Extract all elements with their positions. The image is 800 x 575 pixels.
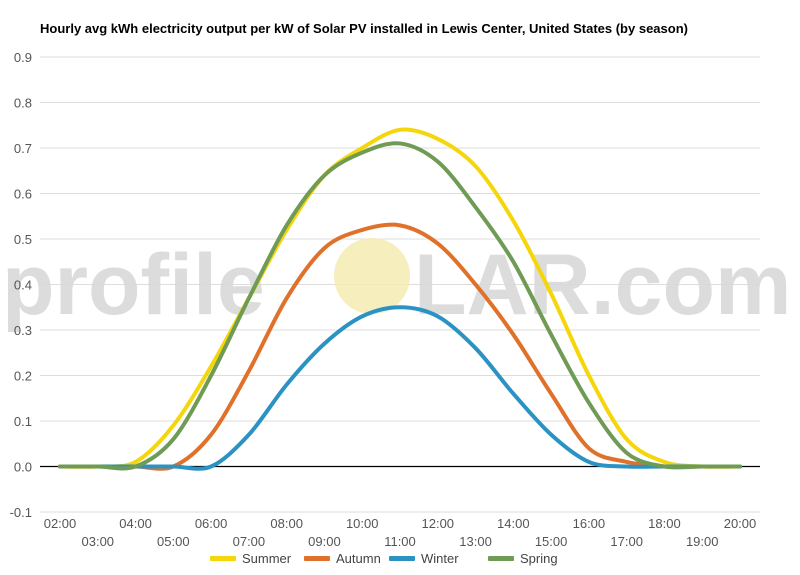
x-tick-label: 18:00 [648, 516, 681, 531]
watermark-text-right: LAR.com [414, 237, 791, 333]
x-tick-label: 11:00 [384, 534, 416, 549]
legend-swatch [488, 556, 514, 561]
y-tick-label: 0.6 [14, 187, 32, 202]
y-axis-ticks: -0.1 0.0 0.1 0.2 0.3 0.4 0.5 0.6 0.7 0.8 0.9 [10, 50, 32, 520]
x-tick-label: 09:00 [308, 534, 341, 549]
legend-label: Spring [520, 551, 558, 566]
y-tick-label: 0.3 [14, 323, 32, 338]
x-tick-label: 07:00 [233, 534, 266, 549]
x-tick-label: 17:00 [610, 534, 643, 549]
legend[interactable]: Summer Autumn Winter Spring [210, 551, 558, 566]
legend-swatch [304, 556, 330, 561]
legend-item-summer[interactable]: Summer [210, 551, 292, 566]
x-tick-label: 08:00 [270, 516, 303, 531]
x-tick-label: 19:00 [686, 534, 719, 549]
y-tick-label: 0.8 [14, 96, 32, 111]
x-tick-label: 15:00 [535, 534, 568, 549]
watermark: profile LAR.com [2, 237, 791, 333]
x-tick-label: 02:00 [44, 516, 77, 531]
x-tick-label: 12:00 [422, 516, 455, 531]
legend-label: Autumn [336, 551, 381, 566]
legend-item-spring[interactable]: Spring [488, 551, 558, 566]
y-tick-label: 0.2 [14, 369, 32, 384]
watermark-text-left: profile [2, 237, 265, 333]
series-lines [58, 127, 742, 471]
x-tick-label: 05:00 [157, 534, 190, 549]
x-tick-label: 13:00 [459, 534, 492, 549]
x-tick-label: 10:00 [346, 516, 379, 531]
y-tick-label: 0.5 [14, 232, 32, 247]
x-tick-label: 20:00 [724, 516, 757, 531]
legend-label: Winter [421, 551, 459, 566]
legend-item-winter[interactable]: Winter [389, 551, 459, 566]
series-line-summer [58, 127, 742, 469]
legend-label: Summer [242, 551, 292, 566]
chart-title: Hourly avg kWh electricity output per kW… [40, 21, 688, 36]
y-tick-label: 0.7 [14, 141, 32, 156]
x-tick-label: 03:00 [82, 534, 115, 549]
y-tick-label: 0.9 [14, 50, 32, 65]
y-tick-label: 0.0 [14, 460, 32, 475]
y-tick-label: -0.1 [10, 505, 32, 520]
x-tick-label: 16:00 [573, 516, 606, 531]
legend-swatch [389, 556, 415, 561]
legend-item-autumn[interactable]: Autumn [304, 551, 381, 566]
x-tick-label: 14:00 [497, 516, 530, 531]
x-axis-ticks: 02:00 03:00 04:00 05:00 06:00 07:00 08:00 09:00… [44, 516, 757, 549]
legend-swatch [210, 556, 236, 561]
y-tick-label: 0.4 [14, 278, 32, 293]
x-tick-label: 04:00 [119, 516, 152, 531]
x-tick-label: 06:00 [195, 516, 228, 531]
y-tick-label: 0.1 [14, 414, 32, 429]
series-line-winter [58, 305, 742, 471]
series-line-spring [58, 141, 742, 471]
watermark-sun-icon [334, 238, 410, 314]
